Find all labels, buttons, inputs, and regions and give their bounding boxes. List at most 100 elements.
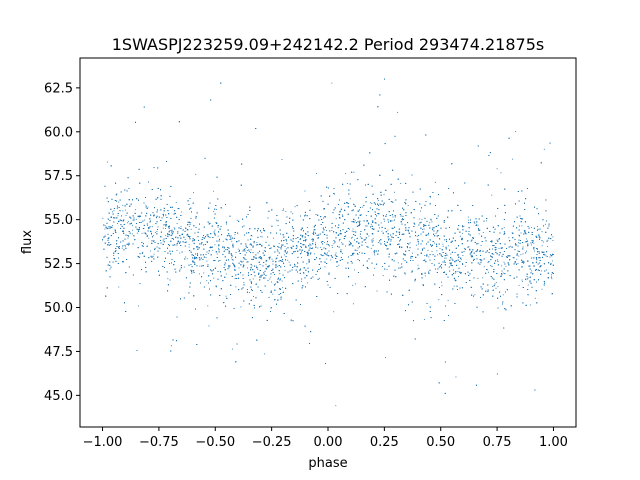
data-point: [360, 214, 362, 216]
data-point: [107, 265, 109, 266]
data-point: [444, 257, 446, 259]
data-point: [150, 250, 152, 252]
data-point: [261, 258, 263, 260]
data-point: [272, 263, 274, 265]
data-point: [277, 266, 279, 268]
data-point: [442, 245, 444, 247]
data-point: [188, 246, 190, 248]
data-point: [240, 306, 242, 308]
data-point: [384, 357, 386, 359]
data-point: [261, 236, 263, 238]
data-point: [176, 223, 178, 224]
data-point: [107, 263, 109, 265]
data-point: [269, 278, 271, 280]
data-point: [310, 244, 312, 246]
data-point: [279, 273, 281, 275]
data-point: [526, 238, 528, 240]
data-point: [242, 260, 244, 262]
data-point: [338, 234, 340, 236]
data-point: [159, 248, 161, 250]
data-point: [317, 247, 319, 249]
data-point: [400, 183, 402, 184]
data-point: [359, 236, 361, 238]
data-point: [541, 288, 543, 290]
data-point: [147, 225, 148, 227]
data-point: [127, 237, 129, 239]
data-point: [370, 247, 372, 249]
data-point: [104, 228, 106, 230]
data-point: [394, 191, 395, 193]
data-point: [349, 198, 351, 200]
data-point: [462, 255, 464, 256]
data-point: [102, 217, 104, 219]
data-point: [334, 193, 335, 195]
data-point: [122, 204, 124, 206]
data-point: [384, 220, 385, 222]
data-point: [474, 222, 476, 224]
data-point: [276, 249, 278, 251]
data-point: [136, 232, 138, 234]
data-point: [125, 215, 127, 216]
data-point: [112, 225, 113, 227]
data-point: [460, 258, 462, 260]
data-point: [184, 238, 186, 240]
data-point: [245, 259, 247, 260]
data-point: [249, 291, 250, 293]
data-point: [275, 219, 277, 221]
data-point: [495, 282, 497, 284]
data-point: [534, 297, 536, 299]
data-point: [329, 245, 330, 247]
data-point: [206, 260, 208, 262]
data-point: [533, 250, 535, 252]
data-point: [257, 268, 259, 270]
data-point: [510, 245, 512, 247]
data-point: [145, 206, 147, 208]
data-point: [354, 220, 356, 222]
data-point: [508, 255, 510, 257]
data-point: [365, 225, 367, 227]
data-point: [275, 258, 277, 260]
data-point: [379, 242, 381, 244]
data-point: [518, 284, 520, 286]
data-point: [256, 242, 258, 243]
data-point: [237, 248, 239, 250]
data-point: [490, 265, 492, 266]
data-point: [377, 242, 379, 243]
data-point: [205, 257, 207, 258]
data-point: [290, 240, 292, 241]
data-point: [132, 224, 134, 226]
data-point: [248, 251, 250, 252]
data-point: [365, 215, 367, 217]
data-point: [551, 274, 552, 276]
data-point: [502, 294, 504, 296]
data-point: [157, 226, 159, 228]
data-point: [442, 243, 444, 245]
data-point: [319, 277, 320, 279]
data-point: [495, 287, 497, 289]
data-point: [397, 111, 398, 113]
data-point: [313, 253, 315, 255]
chart-title: 1SWASPJ223259.09+242142.2 Period 293474.…: [112, 35, 544, 54]
data-point: [518, 255, 520, 257]
data-point: [352, 228, 354, 230]
data-point: [314, 259, 316, 261]
data-point: [246, 250, 248, 251]
data-point: [538, 235, 540, 236]
data-point: [370, 223, 372, 225]
data-point: [306, 227, 308, 228]
data-point: [501, 273, 503, 275]
data-point: [214, 244, 216, 246]
data-point: [118, 286, 120, 288]
data-point: [122, 210, 124, 212]
data-point: [421, 218, 423, 220]
data-point: [225, 295, 227, 297]
data-point: [536, 225, 538, 227]
data-point: [324, 261, 326, 263]
data-point: [530, 227, 532, 229]
data-point: [521, 266, 523, 268]
data-point: [206, 280, 208, 282]
data-point: [374, 254, 376, 256]
data-point: [284, 246, 286, 247]
data-point: [487, 262, 489, 263]
data-point: [512, 158, 514, 160]
